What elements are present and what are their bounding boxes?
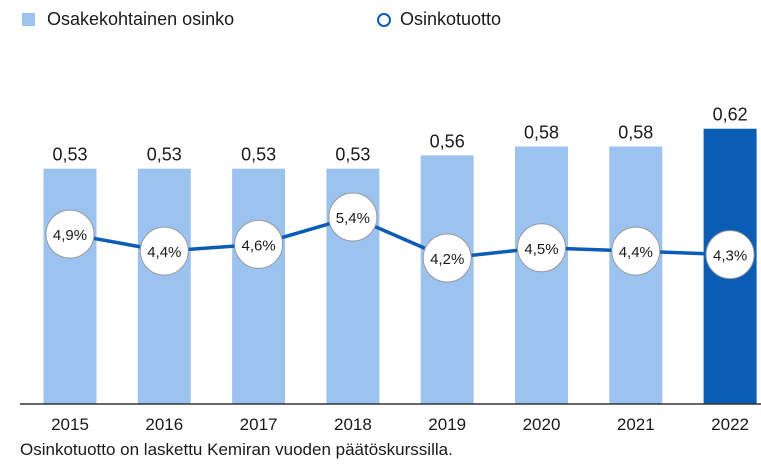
bar-value-label-2017: 0,53 bbox=[241, 145, 276, 165]
bar-value-label-2020: 0,58 bbox=[524, 122, 559, 142]
yield-label-2020: 4,5% bbox=[524, 241, 558, 258]
x-tick-label-2018: 2018 bbox=[334, 415, 372, 434]
bar-value-label-2021: 0,58 bbox=[618, 122, 653, 142]
yield-marker-2018 bbox=[328, 192, 378, 242]
bar-value-label-2022: 0,62 bbox=[713, 105, 748, 125]
x-tick-label-2021: 2021 bbox=[617, 415, 655, 434]
yield-marker-2017 bbox=[234, 219, 284, 269]
legend-label-yield: Osinkotuotto bbox=[400, 9, 502, 29]
bar-value-label-2019: 0,56 bbox=[430, 131, 465, 151]
yield-label-2019: 4,2% bbox=[430, 251, 464, 268]
legend-label-dividend: Osakekohtainen osinko bbox=[47, 9, 235, 29]
x-tick-label-2017: 2017 bbox=[240, 415, 278, 434]
bar-2017 bbox=[232, 168, 286, 404]
yield-marker-2019 bbox=[422, 233, 472, 283]
legend-item-yield: Osinkotuotto bbox=[377, 9, 501, 30]
legend-bar-swatch bbox=[22, 13, 35, 26]
yield-marker-2021 bbox=[611, 226, 661, 276]
x-tick-label-2015: 2015 bbox=[51, 415, 89, 434]
x-tick-label-2022: 2022 bbox=[711, 415, 749, 434]
yield-marker-2015 bbox=[45, 209, 95, 259]
x-tick-label-2019: 2019 bbox=[428, 415, 466, 434]
bar-2015 bbox=[43, 168, 97, 404]
bar-value-label-2016: 0,53 bbox=[147, 145, 182, 165]
legend-item-dividend: Osakekohtainen osinko bbox=[22, 9, 234, 30]
legend: Osakekohtainen osinko Osinkotuotto bbox=[0, 0, 761, 40]
yield-label-2016: 4,4% bbox=[147, 244, 181, 261]
yield-marker-2016 bbox=[139, 226, 189, 276]
yield-marker-2022 bbox=[705, 230, 755, 280]
yield-label-2018: 5,4% bbox=[336, 210, 370, 227]
x-tick-label-2016: 2016 bbox=[145, 415, 183, 434]
x-tick-label-2020: 2020 bbox=[523, 415, 561, 434]
yield-marker-2020 bbox=[517, 223, 566, 273]
bar-value-label-2018: 0,53 bbox=[335, 145, 370, 165]
bar-value-label-2015: 0,53 bbox=[52, 145, 87, 165]
bar-2016 bbox=[137, 168, 191, 404]
legend-dot-swatch bbox=[377, 12, 391, 27]
yield-label-2015: 4,9% bbox=[53, 227, 87, 244]
chart-footnote: Osinkotuotto on laskettu Kemiran vuoden … bbox=[20, 440, 453, 459]
yield-label-2021: 4,4% bbox=[619, 244, 653, 261]
yield-label-2017: 4,6% bbox=[241, 237, 275, 254]
bar-2020 bbox=[515, 146, 568, 405]
yield-label-2022: 4,3% bbox=[713, 248, 747, 265]
